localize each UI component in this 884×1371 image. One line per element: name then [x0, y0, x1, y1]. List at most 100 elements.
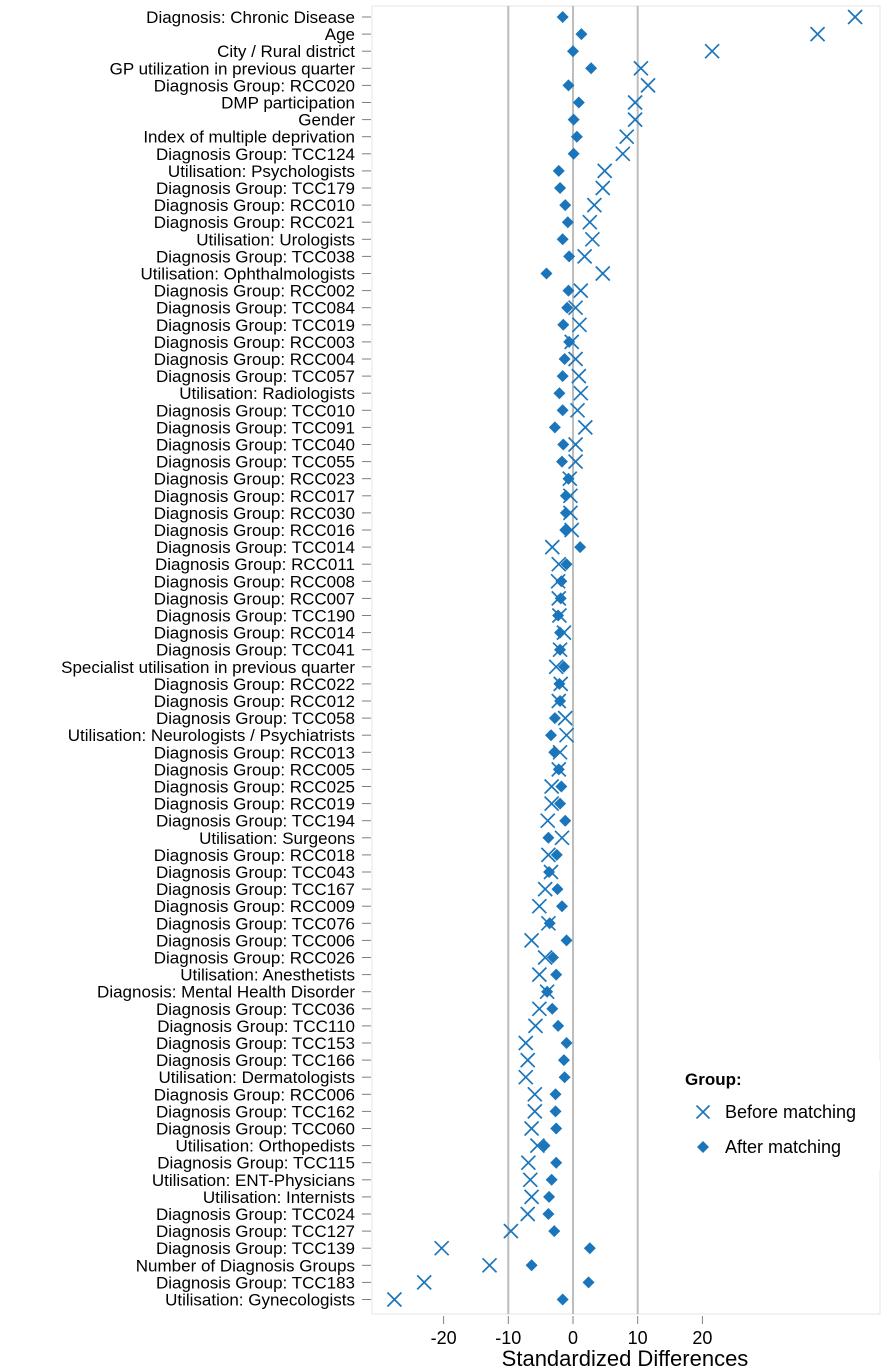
point-before-matching — [569, 402, 586, 418]
point-before-matching — [567, 351, 584, 367]
point-after-matching — [553, 677, 566, 690]
point-before-matching — [573, 282, 589, 299]
point-before-matching — [577, 419, 593, 436]
point-after-matching — [559, 489, 572, 502]
y-axis-label: Diagnosis Group: RCC016 — [154, 521, 355, 540]
y-axis-label: Utilisation: Anesthetists — [180, 966, 355, 985]
point-after-matching — [558, 353, 571, 365]
y-axis-label: Diagnosis Group: TCC084 — [156, 299, 355, 318]
y-axis-label: Diagnosis Group: RCC004 — [154, 350, 355, 369]
y-axis-label: Gender — [298, 111, 355, 130]
y-axis-label: Diagnosis Group: TCC043 — [156, 863, 355, 882]
y-axis-label: Utilisation: Ophthalmologists — [141, 265, 355, 284]
legend: Group: Before matching After matching — [676, 1060, 880, 1170]
point-after-matching — [545, 729, 558, 742]
y-axis-ticks — [362, 16, 371, 1300]
y-axis-label: City / Rural district — [217, 42, 355, 61]
point-after-matching — [562, 79, 575, 92]
point-before-matching — [567, 453, 584, 470]
point-after-matching — [559, 814, 572, 827]
y-axis-label: Utilisation: Internists — [203, 1188, 355, 1207]
y-axis-label: Diagnosis Group: TCC127 — [156, 1222, 355, 1241]
y-axis-label: Utilisation: Orthopedists — [175, 1137, 355, 1156]
point-after-matching — [546, 951, 559, 964]
point-before-matching — [595, 265, 611, 282]
y-axis-label: Diagnosis Group: RCC030 — [154, 504, 355, 523]
y-axis-label: Diagnosis Group: TCC058 — [156, 709, 355, 728]
point-after-matching — [549, 1088, 562, 1101]
point-before-matching — [520, 1155, 536, 1171]
y-axis-label: Diagnosis: Chronic Disease — [146, 8, 355, 27]
point-after-matching — [545, 1173, 558, 1186]
y-axis-label: Diagnosis Group: RCC008 — [154, 572, 355, 591]
point-before-matching — [597, 163, 613, 179]
y-axis-label: Diagnosis Group: RCC020 — [154, 76, 355, 95]
point-after-matching — [570, 130, 583, 143]
point-after-matching — [553, 387, 566, 400]
point-before-matching — [564, 522, 580, 538]
point-before-matching — [567, 300, 584, 316]
point-after-matching — [550, 1156, 563, 1169]
point-before-matching — [527, 1103, 543, 1120]
point-before-matching — [627, 94, 643, 111]
point-before-matching — [481, 1257, 498, 1273]
legend-background — [676, 1060, 880, 1170]
point-after-matching — [556, 370, 569, 383]
point-before-matching — [503, 1223, 519, 1239]
point-before-matching — [557, 710, 573, 726]
point-before-matching — [540, 813, 556, 829]
point-after-matching — [552, 609, 565, 622]
y-axis-label: Diagnosis Group: TCC124 — [156, 145, 355, 164]
point-after-matching — [555, 575, 568, 588]
point-after-matching — [548, 712, 561, 725]
legend-label: After matching — [725, 1137, 841, 1157]
y-axis-label: Diagnosis Group: TCC055 — [156, 453, 355, 472]
point-before-matching — [577, 248, 593, 265]
point-after-matching — [552, 164, 565, 177]
point-after-matching — [552, 763, 565, 776]
point-after-matching — [559, 506, 572, 519]
point-after-matching — [567, 45, 579, 58]
point-before-matching — [540, 847, 557, 863]
point-after-matching — [554, 797, 567, 810]
y-axis-label: Diagnosis Group: TCC041 — [156, 641, 355, 660]
point-after-matching — [542, 1208, 555, 1220]
legend-marker-after — [697, 1141, 709, 1153]
point-after-matching — [546, 1002, 559, 1015]
y-axis-label: Diagnosis Group: RCC017 — [154, 487, 355, 506]
point-after-matching — [561, 301, 574, 314]
y-axis-label: Age — [325, 25, 355, 44]
point-after-matching — [562, 472, 575, 485]
x-tick-label: 10 — [628, 1328, 648, 1348]
point-before-matching — [544, 539, 560, 555]
point-before-matching — [544, 795, 560, 812]
y-axis-label: Utilisation: ENT-Physicians — [152, 1171, 355, 1190]
point-before-matching — [518, 1035, 534, 1051]
y-axis-label: Diagnosis Group: RCC012 — [154, 692, 355, 711]
point-before-matching — [537, 881, 553, 897]
point-before-matching — [520, 1206, 536, 1222]
y-axis-label: Diagnosis Group: RCC013 — [154, 743, 355, 762]
x-axis-title: Standardized Differences — [502, 1346, 749, 1371]
y-axis-label: Diagnosis Group: TCC091 — [156, 418, 355, 437]
point-before-matching — [571, 317, 588, 333]
point-before-matching — [529, 1137, 546, 1154]
x-axis: -20 -10 0 10 20 — [431, 1316, 712, 1348]
point-after-matching — [555, 780, 568, 793]
y-axis-label: Diagnosis Group: TCC014 — [156, 538, 355, 557]
y-axis-label: Utilisation: Surgeons — [199, 829, 355, 848]
point-after-matching — [556, 233, 569, 246]
point-after-matching — [552, 1019, 565, 1032]
point-before-matching — [523, 932, 540, 949]
y-axis-label: Diagnosis Group: TCC019 — [156, 316, 355, 335]
point-after-matching — [556, 404, 569, 417]
y-axis-label: Diagnosis Group: RCC002 — [154, 282, 355, 301]
y-axis-label: Utilisation: Gynecologists — [165, 1291, 355, 1310]
point-after-matching — [563, 250, 576, 263]
y-axis-label: Diagnosis Group: RCC006 — [154, 1085, 355, 1104]
point-after-matching — [575, 28, 588, 41]
point-after-matching — [554, 626, 567, 639]
y-axis-label: Diagnosis Group: TCC166 — [156, 1051, 355, 1070]
y-axis-label: Utilisation: Radiologists — [179, 384, 355, 403]
